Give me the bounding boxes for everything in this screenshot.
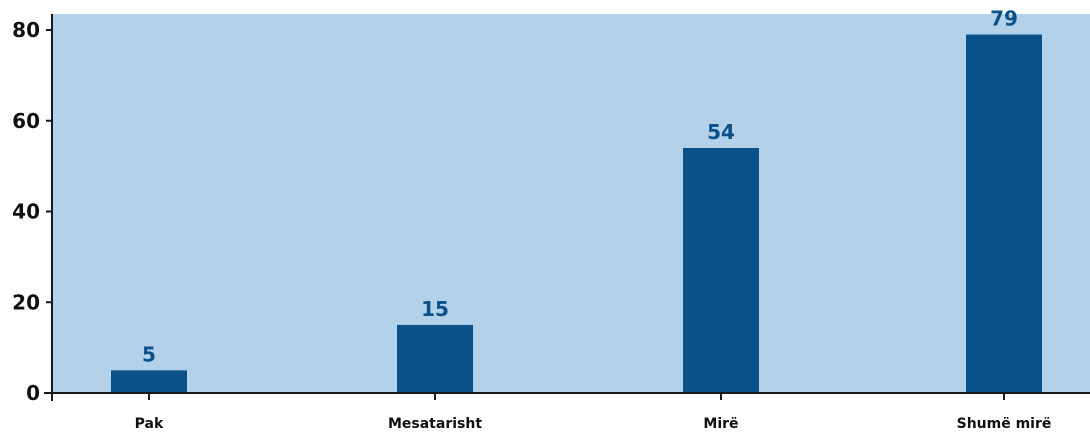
data-label: 79 [990, 7, 1018, 31]
y-tick-labels: 0 20 40 60 80 [12, 18, 52, 405]
data-label: 54 [707, 120, 735, 144]
data-labels: 5 15 54 79 [142, 7, 1018, 367]
category-label: Shumë mirë [957, 416, 1052, 432]
bar-mesatarisht [397, 324, 473, 393]
bar-pak [111, 370, 187, 393]
category-label: Pak [135, 416, 164, 432]
y-tick-label: 0 [26, 381, 40, 405]
axes-group [44, 14, 1090, 401]
category-label: Mesatarisht [388, 416, 482, 432]
y-tick-label: 60 [12, 109, 40, 133]
category-labels: Pak Mesatarisht Mirë Shumë mirë [135, 393, 1052, 432]
y-tick-label: 80 [12, 18, 40, 42]
plot-area [52, 14, 1090, 393]
bar-mirë [683, 147, 759, 393]
y-tick-label: 40 [12, 200, 40, 224]
category-label: Mirë [703, 416, 738, 432]
data-label: 5 [142, 342, 156, 366]
y-tick-label: 20 [12, 290, 40, 314]
data-label: 15 [421, 297, 449, 321]
bars-group [111, 34, 1042, 393]
bar-shumë-mirë [966, 34, 1042, 393]
